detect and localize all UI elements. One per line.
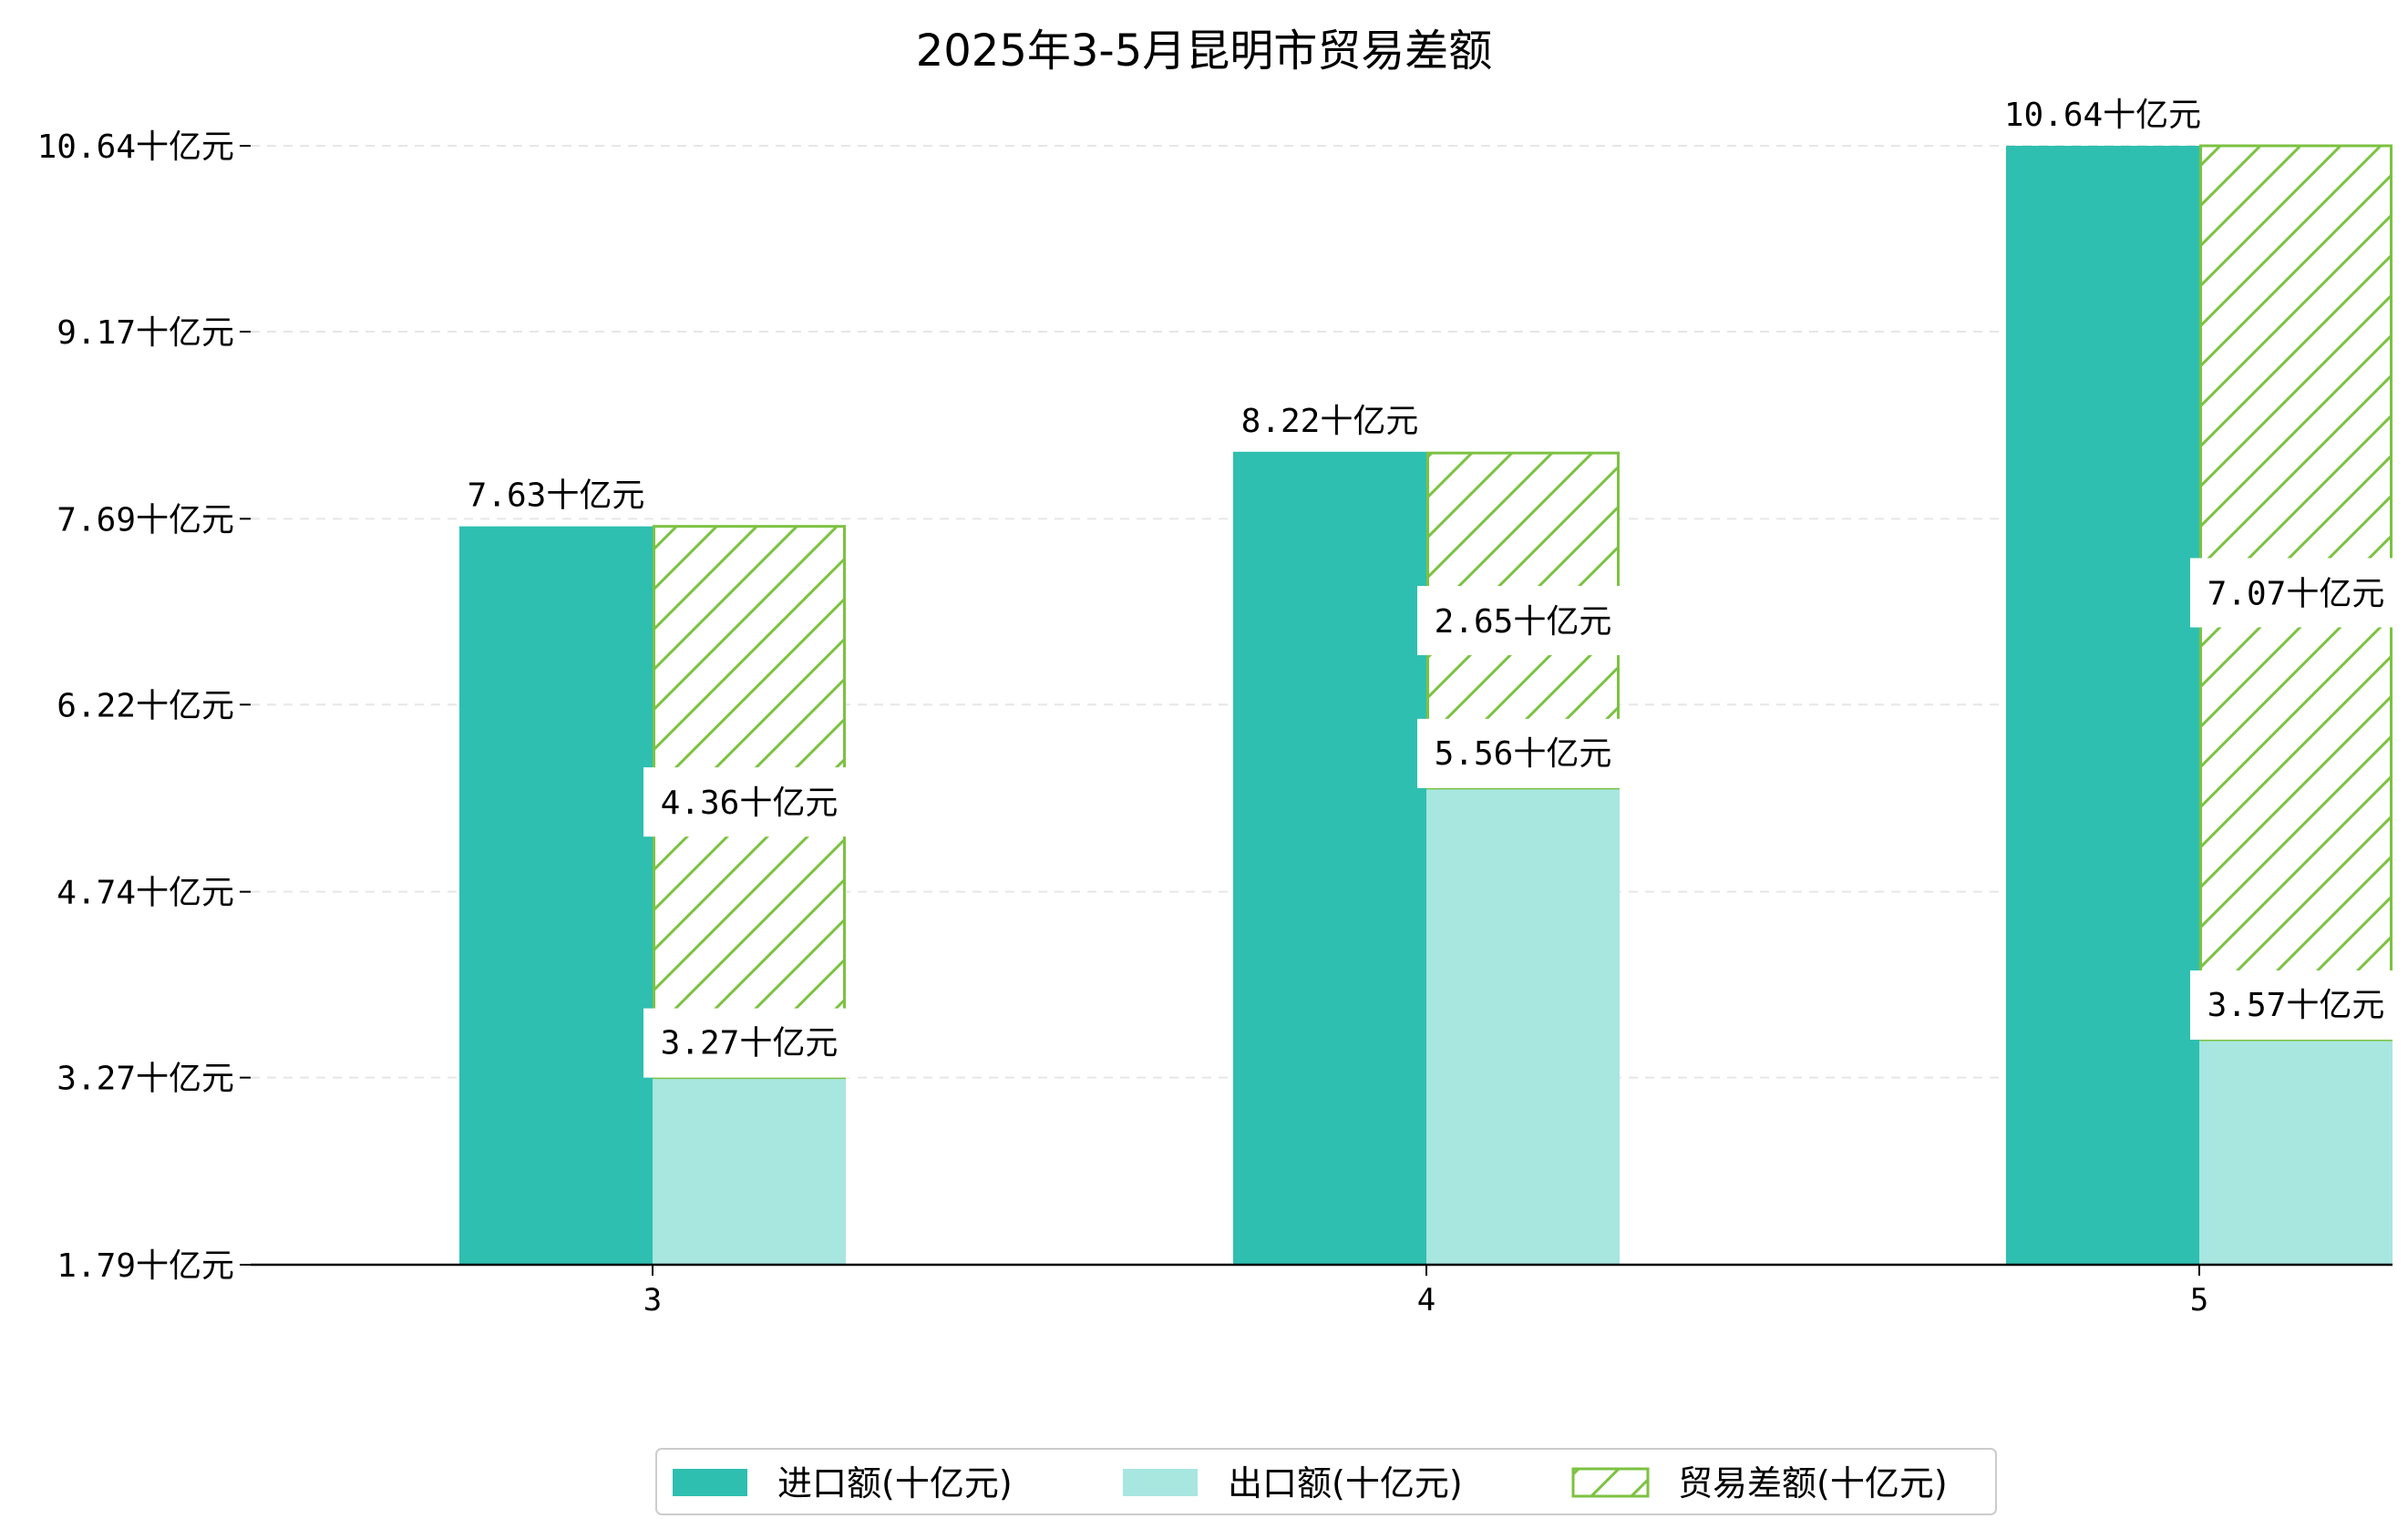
legend-balance-label: 贸易差额(十亿元): [1678, 1463, 1948, 1503]
balance-value-label: 4.36十亿元: [661, 785, 839, 822]
balance-value-label: 2.65十亿元: [1435, 603, 1612, 641]
axes: 1.79十亿元 3.27十亿元 4.74十亿元 6.22十亿元 7.69十亿元 9.17十…: [37, 128, 2393, 1318]
import-bar: [1233, 451, 1426, 1265]
x-tick-label: 3: [643, 1282, 662, 1318]
export-value-label: 3.27十亿元: [661, 1025, 839, 1062]
export-label-box: [643, 1008, 855, 1078]
balance-label-box: [2190, 558, 2402, 628]
legend-import-swatch: [673, 1469, 747, 1496]
legend-balance-swatch: [1571, 1467, 1650, 1498]
export-bar: [653, 1077, 846, 1265]
import-bar: [459, 526, 653, 1265]
x-tick-label: 4: [1417, 1282, 1436, 1318]
legend-export-label: 出口额(十亿元): [1228, 1463, 1463, 1503]
export-label-box: [2190, 970, 2402, 1041]
export-value-label: 3.57十亿元: [2207, 987, 2385, 1024]
import-value-label: 7.63十亿元: [468, 477, 645, 515]
y-tick-label: 6.22十亿元: [57, 687, 234, 724]
y-tick-label: 3.27十亿元: [57, 1061, 234, 1098]
balance-label-box: [643, 767, 855, 837]
y-tick-label: 10.64十亿元: [37, 128, 234, 166]
y-tick-label: 9.17十亿元: [57, 314, 234, 352]
import-value-label: 8.22十亿元: [1241, 403, 1419, 440]
export-bar: [2199, 1040, 2393, 1265]
y-tick-label: 7.69十亿元: [57, 501, 234, 539]
export-bar: [1426, 787, 1620, 1265]
y-tick-label: 4.74十亿元: [57, 875, 234, 912]
export-label-box: [1417, 718, 1629, 788]
import-value-label: 10.64十亿元: [2004, 97, 2201, 134]
y-tick-label: 1.79十亿元: [57, 1247, 234, 1285]
data-labels: 7.63十亿元 3.27十亿元 4.36十亿元 8.22十亿元 5.56十亿元 2.65十…: [468, 97, 2402, 1078]
export-value-label: 5.56十亿元: [1435, 735, 1612, 773]
legend: 进口额(十亿元) 出口额(十亿元) 贸易差额(十亿元): [655, 1448, 1997, 1515]
balance-value-label: 7.07十亿元: [2207, 576, 2385, 613]
legend-export-swatch: [1123, 1469, 1198, 1496]
x-tick-label: 5: [2190, 1282, 2208, 1318]
chart-title: 2025年3-5月昆明市贸易差额: [916, 26, 1493, 77]
balance-label-box: [1417, 586, 1629, 656]
legend-import-label: 进口额(十亿元): [777, 1463, 1013, 1503]
legend-box: [655, 1448, 1997, 1515]
bars: [459, 144, 2393, 1265]
import-bar: [2006, 146, 2199, 1265]
